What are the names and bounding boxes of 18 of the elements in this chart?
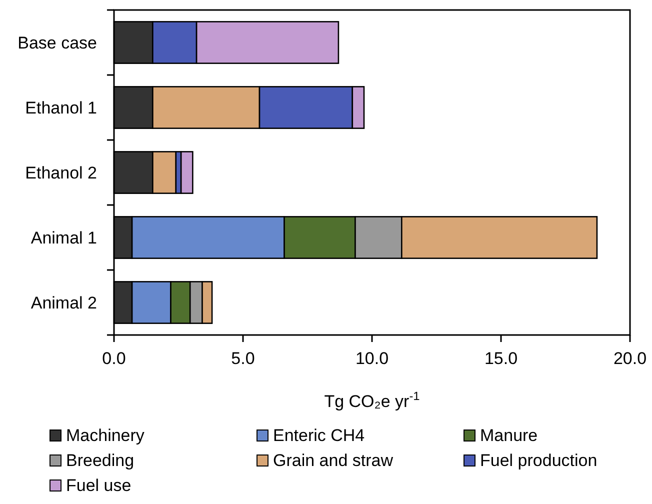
x-tick-label: 0.0 <box>102 349 126 368</box>
x-tick-label: 20.0 <box>613 349 647 368</box>
legend-label: Fuel production <box>480 451 598 470</box>
x-tick-label: 10.0 <box>355 349 389 368</box>
y-tick-label: Animal 2 <box>30 294 97 312</box>
x-tick-label: 5.0 <box>231 349 255 368</box>
legend-label: Grain and straw <box>273 451 394 470</box>
y-tick-label: Ethanol 2 <box>25 164 97 182</box>
y-tick-label: Ethanol 1 <box>25 98 97 118</box>
legend-label: Machinery <box>66 426 145 445</box>
x-tick-label: 15.0 <box>484 349 518 368</box>
y-tick-label: Animal 1 <box>30 228 97 248</box>
x-axis-title: Tg CO₂e yr$^{-1}$ <box>324 389 420 411</box>
legend-label: Manure <box>480 426 538 445</box>
legend-label: Enteric CH4 <box>273 426 365 445</box>
y-tick-label: Base case <box>18 34 97 52</box>
legend-label: Fuel use <box>66 476 132 495</box>
legend-label: Breeding <box>66 451 134 470</box>
